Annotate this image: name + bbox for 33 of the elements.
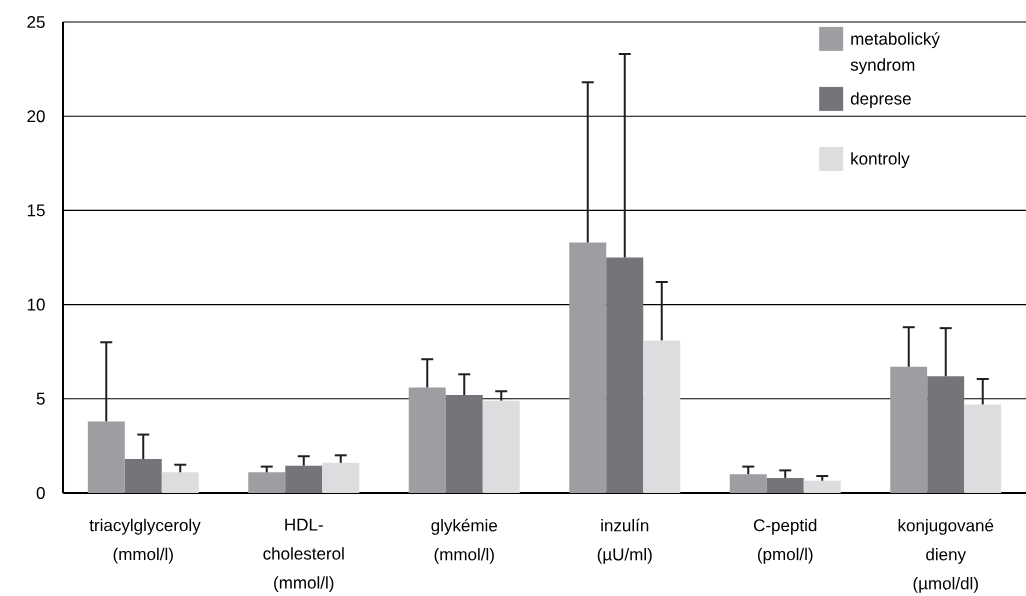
- y-tick-label: 5: [36, 392, 45, 405]
- x-tick-label: konjugované dieny (µmol/dl): [898, 518, 994, 593]
- bar: [124, 459, 162, 493]
- bar: [569, 242, 607, 493]
- bar: [482, 400, 520, 493]
- bar: [285, 465, 323, 493]
- legend-label: metabolický syndrom: [850, 32, 940, 75]
- bar: [729, 474, 767, 493]
- legend-label: kontroly: [851, 152, 910, 168]
- bar: [803, 480, 841, 493]
- x-tick-label: HDL-cholesterol (mmol/l): [263, 518, 344, 592]
- y-tick-label: 0: [36, 486, 45, 500]
- y-tick-label: 20: [27, 110, 45, 123]
- bar: [890, 366, 928, 493]
- bar: [606, 257, 644, 493]
- x-tick-label: C-peptid (pmol/l): [753, 518, 817, 564]
- y-tick-label: 15: [27, 204, 45, 217]
- y-tick-label: 25: [27, 15, 45, 29]
- bar: [766, 477, 804, 493]
- bar: [408, 387, 446, 493]
- x-tick-label: glykémie (mmol/l): [431, 518, 498, 564]
- bar: [643, 340, 681, 493]
- x-tick-label: triacylglyceroly (mmol/l): [89, 518, 201, 564]
- bar: [322, 462, 360, 493]
- bar: [248, 472, 286, 493]
- bar: [445, 395, 483, 493]
- bar: [87, 421, 125, 493]
- y-tick-label: 10: [27, 298, 45, 311]
- x-tick-label: inzulín (µU/ml): [597, 518, 652, 564]
- bar: [161, 472, 199, 493]
- legend-label: deprese: [850, 92, 911, 108]
- bar: [927, 376, 965, 493]
- bar: [964, 404, 1002, 493]
